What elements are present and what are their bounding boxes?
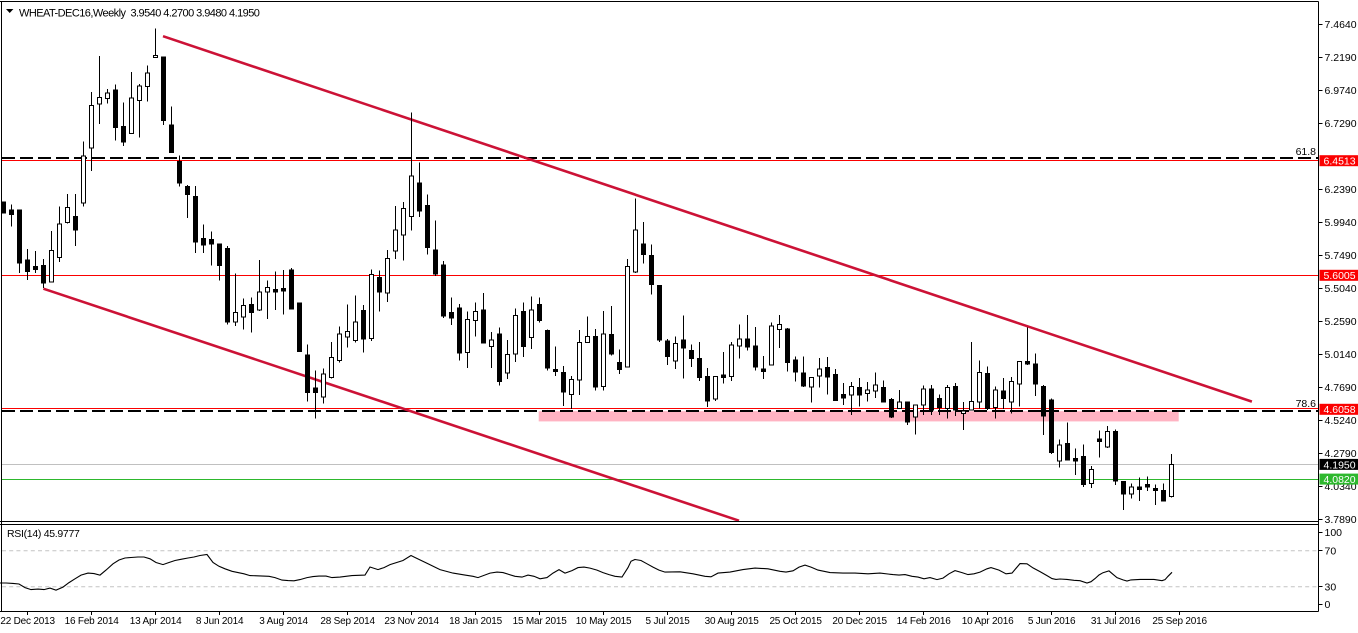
svg-text:6.9740: 6.9740 <box>1325 85 1357 97</box>
svg-text:6.4513: 6.4513 <box>1324 156 1356 168</box>
svg-text:4.1950: 4.1950 <box>1324 459 1356 471</box>
svg-text:14 Feb 2016: 14 Feb 2016 <box>897 616 952 627</box>
svg-text:10 May 2015: 10 May 2015 <box>576 616 632 627</box>
svg-text:16 Feb 2014: 16 Feb 2014 <box>65 616 120 627</box>
svg-text:5 Jun 2016: 5 Jun 2016 <box>1028 616 1076 627</box>
svg-text:13 Apr 2014: 13 Apr 2014 <box>130 616 182 627</box>
svg-text:5.6005: 5.6005 <box>1324 270 1356 282</box>
svg-text:6.7290: 6.7290 <box>1325 118 1357 130</box>
svg-text:30: 30 <box>1325 582 1337 594</box>
svg-text:30 Aug 2015: 30 Aug 2015 <box>705 616 760 627</box>
svg-text:18 Jan 2015: 18 Jan 2015 <box>449 616 502 627</box>
svg-text:15 Mar 2015: 15 Mar 2015 <box>513 616 568 627</box>
svg-text:61.8: 61.8 <box>1296 146 1317 158</box>
svg-text:RSI(14) 45.9777: RSI(14) 45.9777 <box>7 528 80 540</box>
svg-text:23 Nov 2014: 23 Nov 2014 <box>384 616 439 627</box>
svg-text:28 Sep 2014: 28 Sep 2014 <box>320 616 375 627</box>
svg-text:3 Aug 2014: 3 Aug 2014 <box>259 616 308 627</box>
svg-text:4.2790: 4.2790 <box>1325 448 1357 460</box>
svg-text:WHEAT-DEC16,Weekly 3.9540 4.2: WHEAT-DEC16,Weekly 3.9540 4.2700 3.9480 … <box>19 8 260 20</box>
svg-text:25 Oct 2015: 25 Oct 2015 <box>769 616 822 627</box>
svg-text:20 Dec 2015: 20 Dec 2015 <box>832 616 887 627</box>
svg-text:5.9940: 5.9940 <box>1325 217 1357 229</box>
svg-text:4.5240: 4.5240 <box>1325 415 1357 427</box>
svg-text:7.2190: 7.2190 <box>1325 52 1357 64</box>
svg-text:0: 0 <box>1325 599 1331 611</box>
svg-text:5.7490: 5.7490 <box>1325 250 1357 262</box>
svg-text:4.7690: 4.7690 <box>1325 382 1357 394</box>
svg-text:4.0820: 4.0820 <box>1324 474 1356 486</box>
svg-text:22 Dec 2013: 22 Dec 2013 <box>0 616 55 627</box>
svg-text:78.6: 78.6 <box>1296 398 1317 410</box>
svg-text:5 Jul 2015: 5 Jul 2015 <box>646 616 691 627</box>
svg-text:7.4640: 7.4640 <box>1325 19 1357 31</box>
svg-text:100: 100 <box>1325 527 1343 539</box>
svg-text:70: 70 <box>1325 546 1337 558</box>
svg-text:5.5040: 5.5040 <box>1325 283 1357 295</box>
svg-text:25 Sep 2016: 25 Sep 2016 <box>1152 616 1207 627</box>
svg-text:5.2590: 5.2590 <box>1325 316 1357 328</box>
svg-text:4.6058: 4.6058 <box>1324 404 1356 416</box>
svg-text:3.7890: 3.7890 <box>1325 514 1357 526</box>
svg-text:6.2390: 6.2390 <box>1325 184 1357 196</box>
svg-text:8 Jun 2014: 8 Jun 2014 <box>196 616 244 627</box>
svg-text:5.0140: 5.0140 <box>1325 349 1357 361</box>
svg-text:31 Jul 2016: 31 Jul 2016 <box>1091 616 1141 627</box>
svg-text:10 Apr 2016: 10 Apr 2016 <box>962 616 1014 627</box>
